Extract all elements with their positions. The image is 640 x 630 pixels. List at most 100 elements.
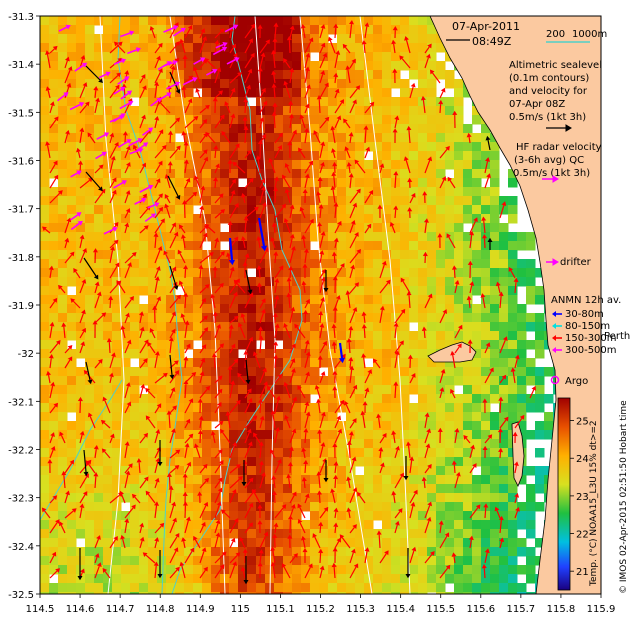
sst-cell xyxy=(202,502,212,512)
sst-cell xyxy=(148,376,158,386)
sst-cell xyxy=(301,412,311,422)
sst-cell xyxy=(49,556,59,566)
hf-velocity-arrow xyxy=(154,537,160,549)
sst-cell xyxy=(157,88,167,98)
sst-cell xyxy=(436,187,446,197)
hf-velocity-arrow xyxy=(379,163,385,174)
sst-cell xyxy=(472,196,482,206)
drifter-arrow xyxy=(69,102,85,111)
hf-velocity-arrow xyxy=(274,323,280,339)
sst-cell xyxy=(346,565,356,575)
sst-cell xyxy=(292,70,302,80)
hf-velocity-arrow xyxy=(139,74,146,84)
sst-cell xyxy=(364,259,374,269)
sealevel-legend-arrow xyxy=(546,124,572,132)
sst-cell xyxy=(67,331,77,341)
sst-cell xyxy=(166,124,176,134)
sst-cell xyxy=(400,439,410,449)
sst-cell xyxy=(265,232,275,242)
anmn-arrows xyxy=(228,217,346,364)
sst-cell xyxy=(418,52,428,62)
sst-cell xyxy=(283,457,293,467)
hf-velocity-arrow xyxy=(259,100,268,114)
sst-cell xyxy=(310,43,320,53)
sst-cell xyxy=(382,502,392,512)
hf-velocity-arrow xyxy=(214,449,223,459)
sst-cell xyxy=(166,286,176,296)
sst-cell xyxy=(40,502,50,512)
sst-cell xyxy=(391,430,401,440)
sst-cell xyxy=(40,331,50,341)
sst-cell xyxy=(481,286,491,296)
sst-cell xyxy=(355,106,365,116)
sst-cell xyxy=(337,160,347,170)
sst-cell xyxy=(58,178,68,188)
hf-velocity-arrow xyxy=(334,399,345,414)
sst-cell xyxy=(220,448,230,458)
sst-cell xyxy=(58,70,68,80)
y-tick-label: -31.3 xyxy=(8,12,34,23)
hf-velocity-arrow xyxy=(270,410,276,429)
sst-cell xyxy=(148,25,158,35)
sst-cell xyxy=(427,106,437,116)
sst-cell xyxy=(346,43,356,53)
sst-cell xyxy=(400,511,410,521)
hf-velocity-arrow xyxy=(64,251,75,264)
sst-cell xyxy=(220,178,230,188)
sst-cell xyxy=(184,259,194,269)
hf-velocity-arrow xyxy=(166,472,173,489)
sst-cell xyxy=(148,115,158,125)
sst-cell xyxy=(346,412,356,422)
sst-cell xyxy=(67,556,77,566)
sst-cell xyxy=(202,493,212,503)
sst-cell xyxy=(76,376,86,386)
sst-cell xyxy=(436,259,446,269)
drifter-arrow xyxy=(58,24,71,32)
sst-cell xyxy=(463,358,473,368)
sst-cell xyxy=(292,583,302,593)
sst-cell xyxy=(274,466,284,476)
sst-cell xyxy=(535,367,545,377)
sst-cell xyxy=(58,43,68,53)
sst-cell xyxy=(220,232,230,242)
hf-velocity-arrow xyxy=(79,248,87,264)
sst-cell xyxy=(472,457,482,467)
hf-velocity-arrow xyxy=(319,116,330,129)
sst-cell xyxy=(337,295,347,305)
sst-cell xyxy=(409,241,419,251)
sst-cell xyxy=(247,484,257,494)
sst-cell xyxy=(211,25,221,35)
hf-velocity-arrow xyxy=(319,565,325,579)
sst-cell xyxy=(472,151,482,161)
sst-cell xyxy=(175,556,185,566)
sst-cell xyxy=(274,241,284,251)
sst-cell xyxy=(418,502,428,512)
y-tick-label: -32.4 xyxy=(8,542,34,553)
hf-velocity-arrow xyxy=(139,162,146,174)
hf-velocity-arrow xyxy=(454,324,463,339)
sst-cell xyxy=(94,376,104,386)
sst-cell xyxy=(166,385,176,395)
sst-cell xyxy=(67,583,77,593)
sst-cell xyxy=(301,241,311,251)
sst-cell xyxy=(40,358,50,368)
altimetry-velocity-arrow xyxy=(83,449,89,477)
sst-cell xyxy=(535,268,545,278)
sst-cell xyxy=(76,259,86,269)
sst-cell xyxy=(112,583,122,593)
sst-cell xyxy=(265,25,275,35)
drifter-arrow xyxy=(136,142,149,152)
hf-velocity-arrow xyxy=(94,188,106,204)
sst-cell xyxy=(193,394,203,404)
hf-velocity-arrow xyxy=(229,52,238,69)
hf-velocity-arrow xyxy=(64,56,70,69)
sst-cell xyxy=(49,205,59,215)
hf-velocity-arrow xyxy=(154,115,160,129)
sst-cell xyxy=(256,133,266,143)
hf-velocity-arrow xyxy=(64,356,73,369)
sst-cell xyxy=(103,439,113,449)
sst-cell xyxy=(292,511,302,521)
sst-cell xyxy=(94,52,104,62)
hf-velocity-arrow xyxy=(379,462,385,474)
